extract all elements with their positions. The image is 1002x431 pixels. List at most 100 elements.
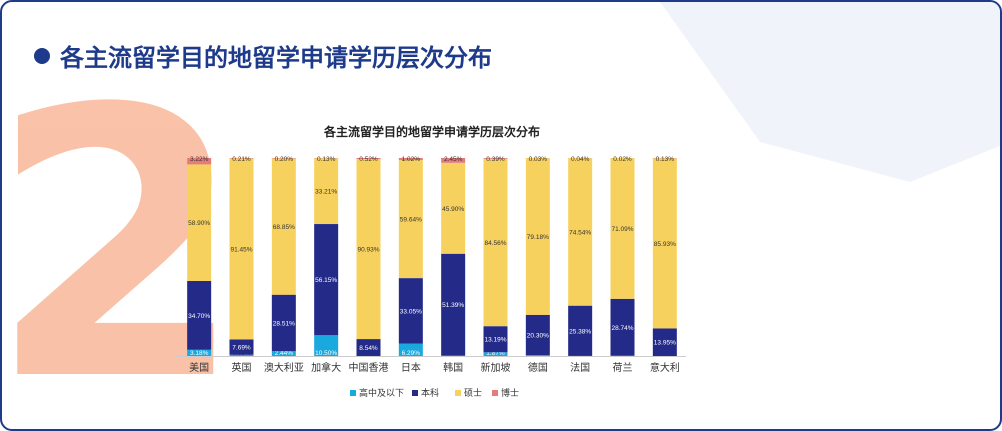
bar-2-9 — [525, 314, 550, 356]
data-label-4-6: 1.02% — [402, 156, 421, 163]
data-label-4-3: 0.20% — [275, 156, 294, 163]
bar-4-5 — [356, 158, 381, 160]
data-label-2-11: 28.74% — [611, 325, 633, 332]
data-label-4-8: 0.39% — [486, 156, 505, 163]
bar-1-4 — [314, 335, 339, 356]
data-label-4-5: 0.52% — [359, 156, 378, 163]
bar-3-8 — [483, 158, 508, 327]
bar-1-7 — [441, 355, 466, 356]
legend-swatch-4 — [492, 390, 498, 396]
bar-3-6 — [398, 160, 423, 279]
bar-3-1 — [187, 164, 212, 281]
data-label-4-4: 0.13% — [317, 156, 336, 163]
section-title: 各主流留学目的地留学申请学历层次分布 — [60, 45, 492, 72]
bar-1-6 — [398, 343, 423, 356]
data-label-3-4: 33.21% — [315, 189, 337, 196]
bar-2-5 — [356, 339, 381, 356]
data-label-1-3: 2.44% — [275, 350, 294, 357]
x-tick-label-5: 中国香港 — [349, 361, 389, 374]
data-label-4-12: 0.13% — [656, 156, 675, 163]
background-hexagon-decoration — [660, 2, 1000, 182]
data-label-3-10: 74.54% — [569, 229, 591, 236]
bar-2-10 — [568, 305, 593, 356]
data-label-4-11: 0.02% — [613, 156, 632, 163]
data-label-1-6: 6.29% — [402, 350, 421, 357]
legend-swatch-2 — [412, 390, 418, 396]
bar-2-7 — [441, 253, 466, 356]
bar-2-3 — [271, 294, 296, 352]
data-label-4-7: 2.45% — [444, 156, 463, 163]
legend-label-3: 硕士 — [464, 387, 482, 398]
x-tick-label-8: 新加坡 — [481, 361, 511, 374]
data-label-2-10: 25.38% — [569, 328, 591, 335]
bar-3-5 — [356, 159, 381, 340]
chart-title: 各主流留学目的地留学申请学历层次分布 — [323, 124, 540, 139]
data-label-4-10: 0.04% — [571, 156, 590, 163]
x-tick-label-4: 加拿大 — [311, 361, 341, 374]
legend-label-4: 博士 — [501, 387, 519, 398]
data-label-3-5: 90.93% — [357, 247, 379, 254]
section-header: 各主流留学目的地留学申请学历层次分布 — [34, 38, 492, 73]
bar-2-11 — [610, 298, 635, 356]
data-label-2-12: 13.95% — [654, 340, 676, 347]
bar-1-9 — [525, 355, 550, 356]
bar-4-1 — [187, 158, 212, 165]
x-tick-label-12: 意大利 — [650, 361, 680, 374]
bullet-dot-icon — [34, 47, 50, 64]
bar-2-1 — [187, 280, 212, 350]
data-label-4-1: 3.22% — [190, 156, 209, 163]
stacked-bar-chart: 各主流留学目的地留学申请学历层次分布 3.18% 34.70% 58.90% 3.22%… — [176, 124, 686, 398]
data-label-2-2: 7.69% — [232, 345, 251, 352]
bar-1-2 — [229, 354, 254, 356]
bar-4-7 — [441, 158, 466, 163]
bar-3-10 — [568, 158, 593, 306]
bar-1-1 — [187, 349, 212, 356]
bar-4-8 — [483, 157, 508, 159]
bar-3-2 — [229, 158, 254, 340]
legend-swatch-3 — [455, 390, 461, 396]
data-label-3-11: 71.09% — [611, 226, 633, 233]
legend-label-1: 高中及以下 — [359, 387, 404, 398]
data-label-4-2: 0.21% — [232, 156, 251, 163]
legend-swatch-1 — [350, 390, 356, 396]
bar-3-3 — [271, 158, 296, 295]
data-label-2-3: 28.51% — [273, 320, 295, 327]
x-tick-label-1: 美国 — [189, 361, 209, 374]
data-label-3-12: 85.93% — [654, 241, 676, 248]
bar-4-6 — [398, 158, 423, 161]
x-tick-label-3: 澳大利亚 — [264, 361, 304, 374]
x-tick-label-9: 德国 — [528, 361, 548, 374]
data-label-1-1: 3.18% — [190, 350, 209, 357]
x-tick-label-10: 法国 — [570, 361, 590, 374]
bar-2-8 — [483, 326, 508, 353]
data-label-3-8: 84.56% — [484, 240, 506, 247]
bar-3-7 — [441, 162, 466, 254]
data-label-1-8: 1.87% — [486, 350, 505, 357]
data-label-3-3: 68.85% — [273, 224, 295, 231]
bar-2-2 — [229, 339, 254, 355]
x-tick-label-11: 荷兰 — [613, 361, 633, 374]
data-label-2-6: 33.05% — [400, 308, 422, 315]
data-label-2-7: 51.39% — [442, 302, 464, 309]
data-label-3-7: 45.90% — [442, 206, 464, 213]
data-label-3-6: 59.64% — [400, 217, 422, 224]
bar-2-12 — [652, 328, 677, 356]
x-tick-label-2: 英国 — [232, 361, 252, 374]
x-tick-label-6: 日本 — [401, 361, 421, 374]
data-label-3-9: 79.18% — [527, 234, 549, 241]
bar-3-12 — [652, 158, 677, 329]
legend-label-2: 本科 — [421, 387, 439, 398]
bar-1-8 — [483, 352, 508, 356]
data-label-2-1: 34.70% — [188, 313, 210, 320]
data-label-2-9: 20.30% — [527, 332, 549, 339]
data-label-2-5: 8.54% — [359, 345, 378, 352]
bar-1-3 — [271, 351, 296, 356]
data-label-2-8: 13.19% — [484, 337, 506, 344]
bar-2-6 — [398, 278, 423, 344]
bar-3-9 — [525, 158, 550, 315]
data-label-2-4: 56.15% — [315, 277, 337, 284]
bar-3-11 — [610, 158, 635, 299]
data-label-3-2: 91.45% — [230, 246, 252, 253]
bar-2-4 — [314, 224, 339, 336]
